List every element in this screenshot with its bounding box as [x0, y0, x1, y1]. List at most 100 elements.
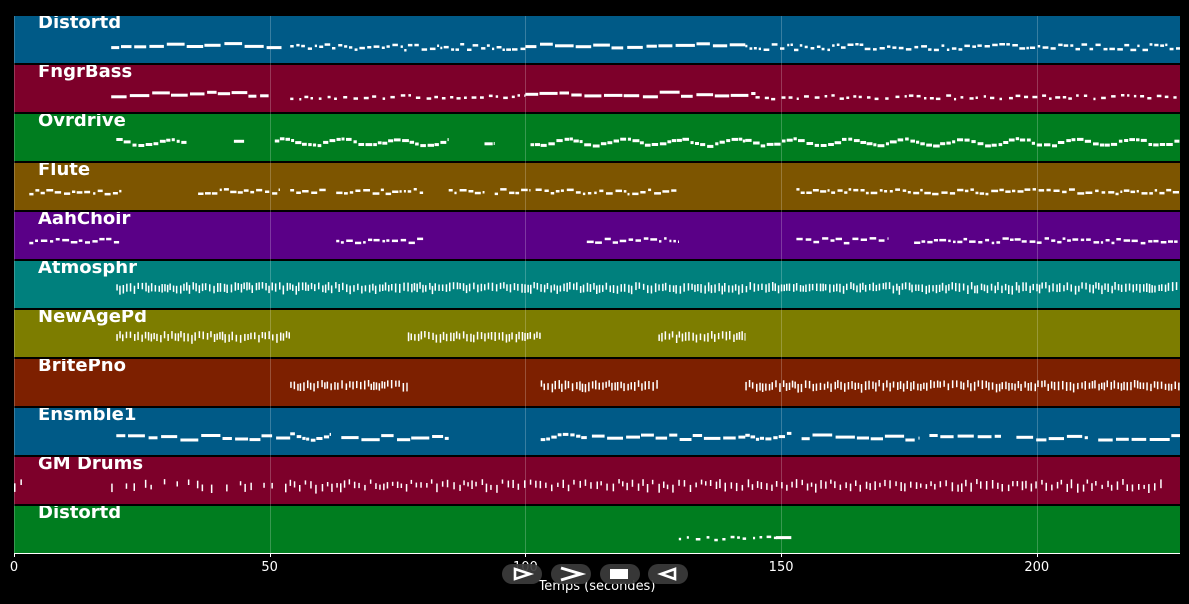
x-tick	[14, 553, 15, 557]
x-axis-line	[14, 553, 1180, 554]
track-label: NewAgePd	[38, 310, 148, 327]
note-layer	[116, 431, 1180, 442]
note-segment	[914, 237, 1178, 245]
note-layer	[14, 479, 1162, 494]
note-segment	[586, 237, 679, 244]
note-segment	[591, 433, 746, 441]
track-lane: Ensmble1	[14, 408, 1180, 455]
note-layer	[116, 137, 1180, 148]
note-segment	[274, 137, 449, 148]
note-segment	[116, 282, 1178, 295]
note-segment	[111, 479, 273, 493]
note-layer	[116, 331, 746, 344]
note-segment	[290, 188, 326, 194]
track-lane: Flute	[14, 163, 1180, 210]
note-segment	[745, 380, 1180, 393]
x-tick-label: 0	[9, 560, 19, 575]
play-button[interactable]	[502, 564, 542, 584]
note-segment	[494, 188, 531, 196]
rewind-button[interactable]	[648, 564, 688, 584]
note-segment	[341, 434, 449, 442]
note-segment	[111, 42, 282, 50]
note-segment	[290, 380, 408, 392]
note-segment	[745, 431, 792, 441]
forward-icon	[560, 566, 587, 582]
note-segment	[290, 94, 526, 101]
note-segment	[14, 479, 22, 492]
x-tick	[269, 553, 271, 557]
note-segment	[1016, 434, 1088, 442]
note-layer	[290, 380, 1180, 393]
note-segment	[336, 237, 424, 245]
track-label: Distortd	[38, 16, 122, 33]
note-segment	[745, 43, 1180, 52]
track-label: BritePno	[38, 359, 126, 376]
note-segment	[29, 237, 120, 245]
note-segment	[929, 434, 1001, 439]
note-layer	[678, 535, 792, 542]
note-segment	[776, 536, 792, 540]
note-segment	[796, 188, 1179, 196]
play-icon	[513, 567, 535, 581]
note-layer	[29, 237, 1178, 245]
x-tick-label: 150	[768, 560, 794, 575]
x-tick-label: 200	[1024, 560, 1050, 575]
x-tick	[525, 553, 527, 557]
track-label: FngrBass	[38, 65, 133, 82]
stop-button[interactable]	[600, 564, 640, 584]
track-lane: BritePno	[14, 359, 1180, 406]
note-segment	[484, 142, 495, 146]
track-lane: NewAgePd	[14, 310, 1180, 357]
stop-icon	[610, 569, 628, 579]
note-segment	[535, 188, 677, 196]
track-label: AahChoir	[38, 212, 131, 229]
note-segment	[29, 189, 122, 196]
track-lanes: Distortd FngrBass Ovrdrive Flute AahChoir Atm…	[14, 16, 1180, 553]
x-tick	[781, 553, 783, 557]
note-layer	[116, 282, 1178, 295]
note-segment	[290, 43, 526, 52]
track-lane: Atmosphr	[14, 261, 1180, 308]
note-segment	[116, 434, 291, 442]
note-segment	[658, 331, 746, 343]
note-segment	[407, 331, 541, 343]
note-segment	[755, 94, 1177, 101]
note-segment	[111, 90, 269, 99]
note-segment	[525, 90, 756, 99]
track-label: GM Drums	[38, 457, 144, 474]
x-tick	[1036, 553, 1038, 557]
track-lane: Ovrdrive	[14, 114, 1180, 161]
playback-controls	[502, 564, 688, 586]
note-segment	[525, 42, 746, 50]
note-segment	[540, 432, 587, 442]
x-tick-label: 50	[261, 560, 278, 575]
note-segment	[745, 137, 1180, 148]
track-lane: Distortd	[14, 16, 1180, 63]
note-segment	[290, 432, 331, 442]
note-segment	[678, 535, 778, 542]
note-segment	[448, 189, 485, 195]
note-segment	[116, 331, 290, 344]
track-label: Atmosphr	[38, 261, 137, 278]
note-layer	[111, 90, 1177, 101]
track-label: Ovrdrive	[38, 114, 126, 131]
note-segment	[796, 237, 889, 245]
track-lane: GM Drums	[14, 457, 1180, 504]
note-segment	[801, 433, 920, 442]
fast-forward-button[interactable]	[551, 564, 591, 584]
note-segment	[1098, 434, 1180, 442]
track-label: Flute	[38, 163, 91, 180]
note-segment	[336, 188, 424, 196]
note-segment	[116, 138, 187, 147]
note-segment	[233, 139, 245, 143]
track-label: Distortd	[38, 506, 122, 523]
note-segment	[540, 380, 658, 393]
track-lane: AahChoir	[14, 212, 1180, 259]
track-label: Ensmble1	[38, 408, 137, 425]
track-lane: Distortd	[14, 506, 1180, 553]
note-layer	[111, 42, 1180, 52]
note-segment	[530, 137, 746, 148]
note-layer	[29, 188, 1179, 196]
note-segment	[198, 188, 280, 195]
rewind-icon	[657, 567, 677, 581]
